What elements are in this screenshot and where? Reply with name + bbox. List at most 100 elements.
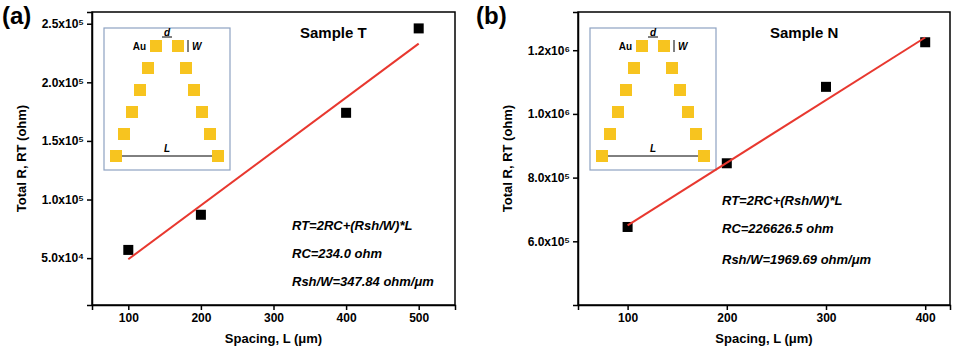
- annotation: Rsh/W=347.84 ohm/μm: [292, 274, 434, 289]
- x-axis-title: Spacing, L (μm): [715, 331, 812, 346]
- pad: [134, 84, 146, 96]
- pad: [636, 40, 648, 52]
- pad: [126, 106, 138, 118]
- y-tick: 5.0x10⁴: [41, 251, 92, 265]
- inset-label: d: [650, 27, 657, 38]
- pad: [196, 106, 208, 118]
- pad: [142, 62, 154, 74]
- pad: [604, 128, 616, 140]
- data-point: [123, 245, 133, 255]
- x-tick-mark: [727, 305, 729, 310]
- y-tick: 1.0x10⁵: [42, 193, 92, 207]
- annotation: RT=2RC+(Rsh/W)*L: [292, 218, 412, 233]
- inset-arrow: [122, 156, 212, 157]
- x-tick: 500: [409, 305, 429, 325]
- y-tick: 8.0x10⁵: [528, 171, 578, 185]
- y-tick: 2.5x10⁵: [42, 17, 92, 31]
- y-axis: 5.0x10⁴ 1.0x10⁵ 1.5x10⁵ 2.0x10⁵ 2.5x10⁵: [41, 13, 92, 306]
- x-tick-label: 200: [717, 311, 737, 325]
- inset-arrow: [188, 40, 189, 52]
- y-tick-label: 1.0x10⁶: [528, 107, 570, 121]
- pad: [628, 62, 640, 74]
- x-tick-mark: [925, 305, 927, 310]
- y-axis-line: [573, 13, 579, 306]
- chart-container: 100 200 300 400 500 5.0x10⁴ 1.0x10⁵ 1.5x10⁵ 2.0x…: [0, 0, 960, 350]
- x-axis: 100 200 300 400 500: [93, 305, 456, 325]
- pad: [674, 84, 686, 96]
- panel: 100 200 300 400 500 5.0x10⁴ 1.0x10⁵ 1.5x10⁵ 2.0x…: [2, 2, 456, 346]
- y-tick: 1.5x10⁵: [42, 134, 92, 148]
- pad: [698, 150, 710, 162]
- x-tick-label: 200: [191, 311, 211, 325]
- x-axis-line: [579, 306, 951, 311]
- x-tick: 300: [264, 305, 284, 325]
- inset: AudWL: [104, 27, 230, 170]
- x-tick-label: 400: [337, 311, 357, 325]
- x-tick-mark: [418, 305, 420, 310]
- inset: AudWL: [590, 27, 716, 170]
- pad: [118, 128, 130, 140]
- y-tick-mark: [573, 241, 578, 243]
- y-tick-label: 1.5x10⁵: [42, 134, 84, 148]
- inset-label: L: [650, 143, 656, 154]
- pad: [150, 40, 162, 52]
- data-point: [414, 23, 424, 33]
- inset-arrow: [608, 156, 698, 157]
- y-tick-mark: [87, 141, 92, 143]
- y-tick-mark: [87, 82, 92, 84]
- plot-area: [123, 23, 423, 259]
- pad: [666, 62, 678, 74]
- pad: [212, 150, 224, 162]
- annotation: Rsh/W=1969.69 ohm/μm: [722, 252, 872, 267]
- y-axis-title: Total R, RT (ohm): [14, 105, 29, 212]
- y-tick-label: 8.0x10⁵: [528, 171, 570, 185]
- y-tick: 6.0x10⁵: [528, 235, 578, 249]
- plot-area: [623, 37, 931, 232]
- x-tick: 400: [337, 305, 357, 325]
- chart-title: Sample T: [300, 24, 367, 41]
- y-axis-line: [87, 13, 93, 306]
- y-tick-mark: [573, 50, 578, 52]
- pad: [690, 128, 702, 140]
- y-tick: 2.0x10⁵: [42, 76, 92, 90]
- inset-label: L: [164, 143, 170, 154]
- y-tick-label: 2.5x10⁵: [42, 17, 84, 31]
- y-tick-label: 1.0x10⁵: [42, 193, 84, 207]
- x-axis: 100 200 300 400: [579, 305, 951, 325]
- y-tick-label: 6.0x10⁵: [528, 235, 570, 249]
- x-axis-title: Spacing, L (μm): [225, 331, 322, 346]
- data-point: [821, 82, 831, 92]
- inset-label: Au: [133, 41, 146, 52]
- x-tick: 200: [191, 305, 211, 325]
- pad: [682, 106, 694, 118]
- x-tick: 400: [916, 305, 936, 325]
- x-tick: 300: [816, 305, 836, 325]
- chart-svg: 100 200 300 400 500 5.0x10⁴ 1.0x10⁵ 1.5x10⁵ 2.0x…: [0, 0, 960, 350]
- fit-line: [628, 37, 926, 225]
- y-tick-mark: [573, 177, 578, 179]
- x-tick-label: 100: [119, 311, 139, 325]
- x-tick-label: 300: [816, 311, 836, 325]
- y-tick-label: 5.0x10⁴: [41, 251, 84, 265]
- x-tick: 100: [119, 305, 139, 325]
- inset-label: Au: [619, 41, 632, 52]
- panel-label: (a): [2, 2, 31, 29]
- inset-box: [104, 28, 230, 170]
- x-tick: 100: [618, 305, 638, 325]
- annotation: RC=226626.5 ohm: [722, 221, 834, 236]
- pad: [172, 40, 184, 52]
- inset-box: [590, 28, 716, 170]
- x-tick-label: 300: [264, 311, 284, 325]
- x-tick-mark: [627, 305, 629, 310]
- y-tick-label: 1.2x10⁶: [528, 44, 570, 58]
- pad: [612, 106, 624, 118]
- x-tick-mark: [826, 305, 828, 310]
- y-axis-title: Total R, RT (ohm): [500, 105, 515, 212]
- plot-frame: [92, 12, 455, 305]
- y-tick: 1.2x10⁶: [528, 44, 578, 58]
- data-point: [341, 108, 351, 118]
- x-tick-label: 500: [409, 311, 429, 325]
- data-point: [196, 210, 206, 220]
- pad: [204, 128, 216, 140]
- plot-frame: [578, 12, 950, 305]
